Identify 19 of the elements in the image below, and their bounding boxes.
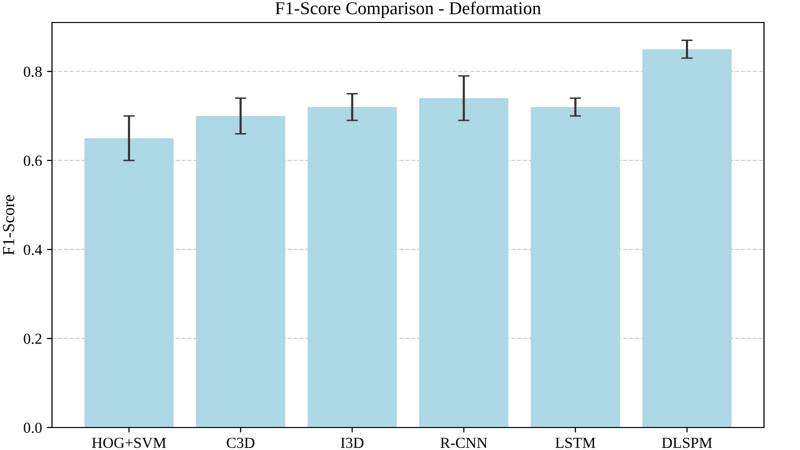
y-tick-label: 0.2	[24, 334, 42, 344]
x-tick-label: I3D	[340, 438, 364, 448]
bar	[196, 116, 286, 428]
bar	[642, 49, 732, 428]
y-tick-label: 0.0	[24, 422, 42, 434]
y-tick-label: 0.4	[24, 244, 42, 255]
x-tick-label: HOG+SVM	[92, 438, 166, 448]
bar	[530, 107, 620, 428]
bar	[308, 107, 397, 428]
x-tick-label: C3D	[226, 438, 254, 448]
y-axis-title: F1-Score	[3, 195, 14, 256]
chart-title: F1-Score Comparison - Deformation	[275, 1, 541, 18]
x-tick-label: DLSPM	[662, 438, 712, 448]
x-tick-label: LSTM	[555, 438, 596, 448]
x-tick-label: R-CNN	[440, 438, 488, 448]
y-tick-label: 0.6	[24, 156, 42, 166]
bar	[419, 98, 508, 428]
bar	[84, 138, 174, 428]
y-tick-label: 0.8	[24, 66, 42, 77]
